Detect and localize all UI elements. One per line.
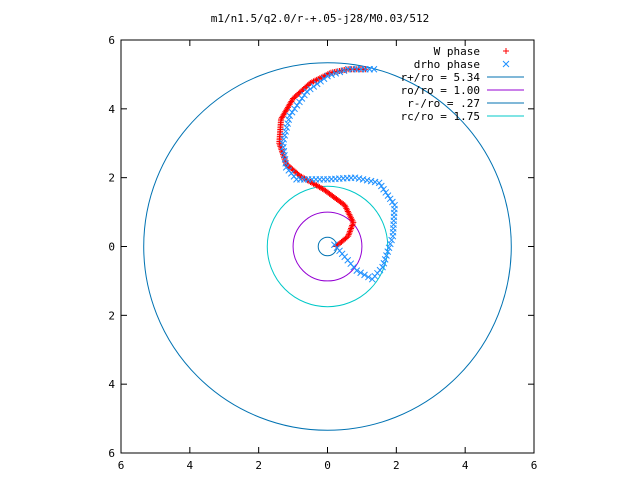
x-tick-label: 2 — [393, 459, 400, 472]
legend-label: r+/ro = 5.34 — [401, 71, 481, 84]
drho-phase-point — [386, 195, 394, 203]
y-tick-label: 4 — [108, 103, 115, 116]
drho-phase-point — [280, 135, 288, 143]
x-tick-label: 2 — [255, 459, 262, 472]
drho-phase-point — [286, 112, 293, 120]
drho-phase-point — [282, 128, 290, 135]
drho-phase-point — [284, 120, 292, 127]
drho-phase-point — [283, 124, 291, 131]
drho-phase-point — [385, 244, 393, 252]
drho-phase-point — [386, 240, 394, 248]
x-tick-label: 4 — [462, 459, 469, 472]
drho-phase-point — [317, 77, 324, 85]
drho-phase-point — [279, 139, 287, 147]
x-tick-label: 6 — [118, 459, 125, 472]
drho-phase-point — [370, 65, 378, 73]
x-tick-label: 4 — [187, 459, 194, 472]
drho-phase-point — [367, 177, 375, 185]
drho-phase-point — [324, 72, 331, 80]
y-tick-label: 6 — [108, 447, 115, 460]
drho-phase-point — [375, 179, 383, 187]
y-tick-label: 2 — [108, 172, 115, 185]
legend-label: W phase — [434, 45, 480, 58]
drho-phase-point — [340, 67, 348, 74]
drho-phase-point — [296, 98, 303, 106]
drho-phase-point — [303, 88, 311, 95]
drho-phase-point — [285, 116, 293, 124]
drho-phase-point — [377, 182, 385, 190]
drho-phase-point — [298, 95, 306, 102]
y-tick-label: 0 — [108, 241, 115, 254]
drho-phase-point — [361, 271, 368, 279]
drho-phase-point — [391, 201, 398, 209]
drho-phase-point — [388, 236, 395, 244]
drho-phase-point — [332, 70, 340, 77]
drho-phase-point — [380, 185, 387, 193]
circle-ro — [292, 211, 363, 282]
legend-label: ro/ro = 1.00 — [401, 84, 480, 97]
x-tick-label: 6 — [531, 459, 538, 472]
drho-phase-point — [293, 102, 301, 109]
legend-label: r-/ro = .27 — [407, 97, 480, 110]
drho-phase-point — [291, 105, 298, 113]
drho-phase-point — [310, 83, 318, 90]
drho-phase-point — [363, 176, 371, 184]
legend-label: drho phase — [414, 58, 480, 71]
legend-marker — [502, 60, 510, 68]
drho-phase-point — [389, 198, 396, 206]
circle-r+ — [143, 62, 512, 431]
drho-phase-point — [355, 175, 363, 182]
y-tick-label: 4 — [108, 378, 115, 391]
drho-phase-point — [313, 80, 321, 88]
drho-phase-point — [359, 176, 367, 183]
drho-phase-point — [379, 263, 386, 271]
drho-phase-point — [306, 85, 314, 93]
drho-phase-point — [365, 273, 372, 281]
y-tick-label: 6 — [108, 34, 115, 47]
legend-label: rc/ro = 1.75 — [401, 110, 480, 123]
drho-phase-point — [353, 267, 361, 274]
drho-phase-point — [383, 252, 390, 259]
drho-phase-point — [281, 132, 289, 139]
drho-phase-point — [320, 75, 328, 83]
drho-phase-point — [288, 108, 296, 116]
drho-phase-point — [301, 91, 308, 99]
drho-phase-point — [381, 256, 389, 263]
drho-phase-point — [336, 68, 344, 76]
chart-title: m1/n1.5/q2.0/r-+.05-j28/M0.03/512 — [211, 12, 430, 25]
drho-phase-point — [382, 189, 390, 196]
data-points — [276, 65, 398, 283]
drho-phase-point — [357, 269, 364, 277]
drho-phase-point — [380, 259, 388, 267]
drho-phase-point — [328, 71, 335, 79]
drho-phase-point — [384, 192, 392, 199]
drho-phase-point — [371, 178, 379, 186]
x-tick-label: 0 — [324, 459, 331, 472]
circle-rc — [266, 185, 389, 308]
legend-marker — [503, 48, 509, 54]
y-tick-label: 2 — [108, 309, 115, 322]
drho-phase-point — [384, 248, 392, 256]
